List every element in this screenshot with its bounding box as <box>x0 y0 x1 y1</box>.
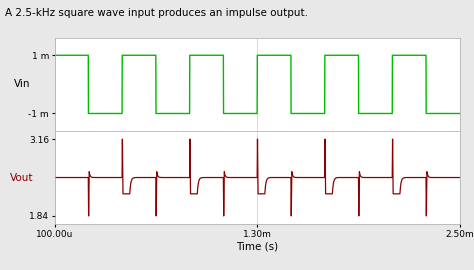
X-axis label: Time (s): Time (s) <box>236 241 278 251</box>
Y-axis label: Vin: Vin <box>14 79 30 89</box>
Y-axis label: Vout: Vout <box>10 173 34 183</box>
Text: A 2.5-kHz square wave input produces an impulse output.: A 2.5-kHz square wave input produces an … <box>5 8 308 18</box>
